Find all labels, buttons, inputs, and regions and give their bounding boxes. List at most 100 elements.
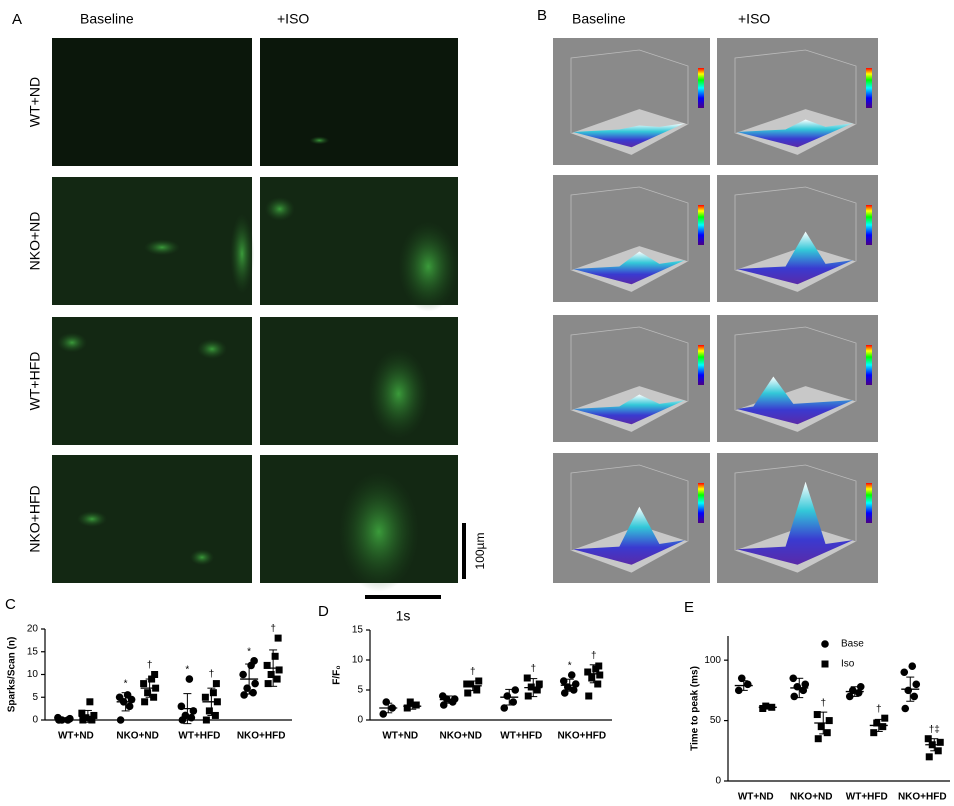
y-axis-label: F/F₀ [332,665,343,685]
data-point [144,689,152,697]
data-point [463,680,471,688]
fluorescence [197,339,227,359]
data-point [115,693,124,702]
fluorescence [77,511,107,527]
data-point [403,704,411,712]
data-point [151,671,159,678]
x-tick-label: NKO+ND [790,792,833,803]
data-point [467,680,475,688]
annotation: † [876,704,882,715]
data-point [509,698,518,706]
plot-frame [734,464,857,551]
column-header: Baseline [572,11,626,27]
annotation: † [270,624,276,635]
data-point [212,680,220,688]
panel-a: A Baseline +ISO WT+ND NKO+ND WT+HFD NKO+HFD [12,11,459,592]
y-tick-label: 20 [27,624,39,635]
data-point [406,698,414,706]
data-point [141,698,149,706]
data-point [789,674,798,683]
data-point [908,662,917,671]
data-point [814,735,822,743]
annotation: † [147,660,153,671]
data-point [382,698,391,706]
x-tick-label: WT+ND [382,731,418,742]
data-point [854,688,863,697]
x-tick-label: WT+ND [738,792,774,803]
data-point [88,716,96,724]
data-point [793,682,802,691]
data-point [379,710,388,718]
legend-marker [821,660,829,668]
data-point [412,701,420,709]
data-point [82,714,90,722]
data-point [264,680,272,688]
data-point [78,709,86,717]
color-bar [698,205,704,245]
x-tick-label: NKO+HFD [237,731,286,742]
panel-letter: A [12,11,22,28]
data-point [584,668,592,676]
scale-label: 1s [396,608,411,624]
data-point [817,723,825,731]
color-bar [866,345,872,385]
data-point [273,675,281,683]
legend-label: Base [841,639,864,650]
data-point [595,662,603,670]
data-point [734,686,743,695]
annotation: † [820,698,826,709]
x-tick-label: WT+HFD [500,731,542,742]
data-point [790,692,799,701]
annotation: † [470,667,476,678]
color-bar [698,68,704,108]
y-tick-label: 0 [357,715,363,726]
fluorescence [398,221,459,312]
data-point [90,711,98,719]
data-point [813,711,821,719]
y-tick-label: 0 [715,776,721,787]
fluorescence [264,197,295,221]
data-point [249,688,257,697]
annotation: * [185,665,189,676]
data-point [263,661,271,669]
data-point [202,716,210,724]
y-tick-label: 15 [27,646,39,657]
fluorescence [338,471,419,592]
data-point [585,692,593,700]
row-label: WT+HFD [27,352,43,411]
data-point [274,634,282,642]
data-point [879,723,887,731]
line-scan-image [260,38,458,166]
surface [573,123,685,148]
scale-bar-horizontal [365,595,441,599]
data-point [904,686,913,695]
data-point [743,680,752,689]
data-point [209,689,217,697]
data-point [500,704,509,712]
x-tick-label: NKO+ND [439,731,482,742]
surface [573,506,685,565]
data-point [239,670,247,679]
y-axis-label: Time to peak (ms) [690,666,701,751]
x-tick-label: NKO+HFD [898,792,947,803]
data-point [801,680,810,689]
data-point [567,671,576,679]
data-point [569,686,578,694]
surface [573,394,685,425]
plot-frame [734,326,857,411]
data-point [181,711,190,720]
data-point [870,729,878,737]
data-point [533,686,541,694]
data-point [271,652,279,660]
plot-frame [570,49,689,134]
data-point [503,692,512,700]
data-point [571,680,580,688]
data-point [250,657,258,665]
data-point [881,714,889,722]
plot-frame [734,186,857,271]
data-point [201,693,209,701]
panel-b: B Baseline +ISO [537,7,878,583]
column-header: +ISO [277,11,309,27]
fluorescence [309,136,330,145]
